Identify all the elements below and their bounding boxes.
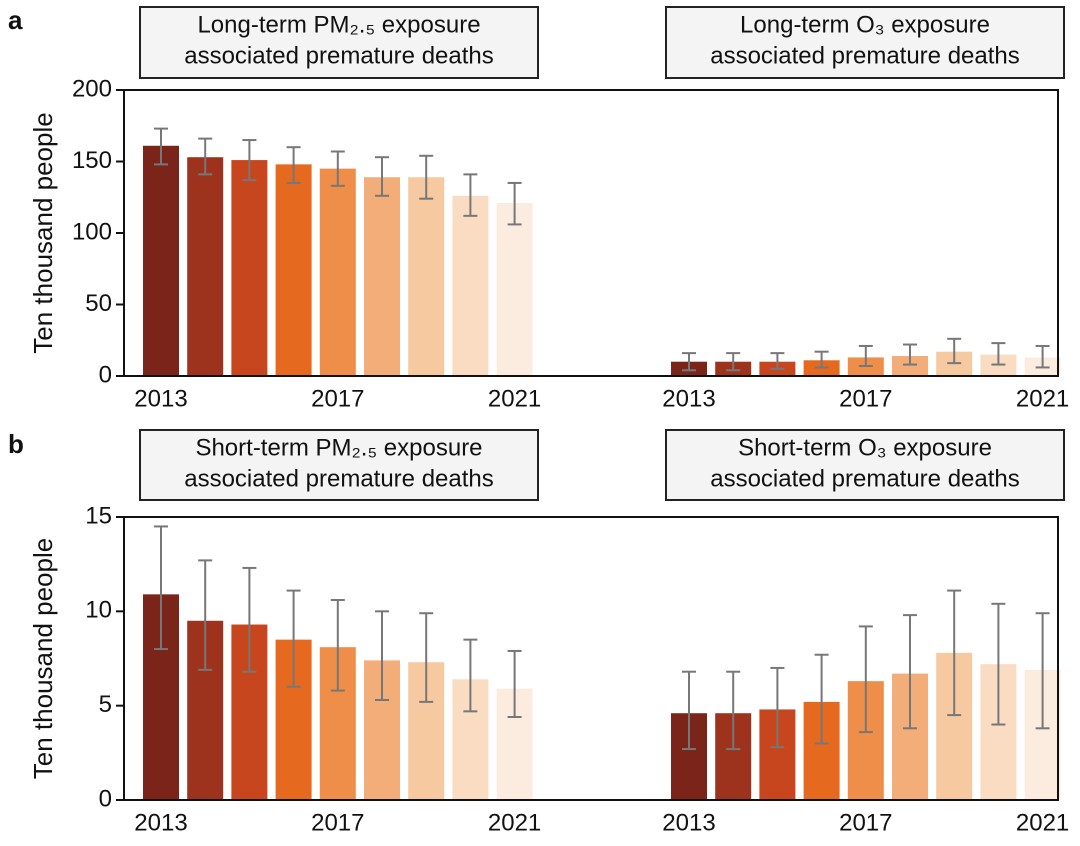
y-tick-label: 5 <box>99 691 112 718</box>
bar <box>496 202 533 376</box>
y-tick-label: 15 <box>85 502 112 529</box>
x-tick-label: 2017 <box>839 385 892 412</box>
group-title: Long-term PM₂.₅ exposure <box>197 11 480 38</box>
y-tick-label: 100 <box>72 218 112 245</box>
y-tick-label: 10 <box>85 597 112 624</box>
y-tick-label: 150 <box>72 147 112 174</box>
x-tick-label: 2013 <box>662 809 715 836</box>
y-tick-label: 50 <box>85 290 112 317</box>
axes-frame <box>123 89 1059 377</box>
panel-label: b <box>8 429 24 459</box>
title-box <box>139 6 539 79</box>
bar <box>187 157 224 376</box>
bar <box>364 177 400 376</box>
bar <box>892 355 928 376</box>
x-tick-label: 2013 <box>662 385 715 412</box>
x-tick-label: 2013 <box>134 809 187 836</box>
group-title: Short-term O₃ exposure <box>738 434 992 461</box>
x-tick-label: 2021 <box>1016 385 1069 412</box>
y-tick-label: 200 <box>72 75 112 102</box>
y-axis-label: Ten thousand people <box>28 538 58 779</box>
y-tick-label: 0 <box>99 785 112 812</box>
bar <box>275 164 312 376</box>
group-title: associated premature deaths <box>184 42 494 69</box>
group-title: Long-term O₃ exposure <box>740 11 990 38</box>
group-title: associated premature deaths <box>710 42 1020 69</box>
x-tick-label: 2017 <box>311 809 364 836</box>
title-box <box>139 429 539 501</box>
bar <box>143 145 179 376</box>
bar <box>408 177 445 376</box>
x-tick-label: 2021 <box>1016 809 1069 836</box>
group-title: Short-term PM₂.₅ exposure <box>195 434 482 461</box>
bar <box>319 168 356 376</box>
bar <box>231 160 268 376</box>
y-tick-label: 0 <box>99 361 112 388</box>
group-title: associated premature deaths <box>710 465 1020 492</box>
x-tick-label: 2017 <box>839 809 892 836</box>
bar <box>452 195 489 376</box>
panel-label: a <box>8 5 23 35</box>
x-tick-label: 2013 <box>134 385 187 412</box>
axes-frame <box>123 516 1059 801</box>
title-box <box>665 6 1065 79</box>
x-tick-label: 2021 <box>488 385 541 412</box>
y-axis-label: Ten thousand people <box>28 112 58 353</box>
x-tick-label: 2021 <box>488 809 541 836</box>
title-box <box>665 429 1065 501</box>
x-tick-label: 2017 <box>311 385 364 412</box>
group-title: associated premature deaths <box>184 465 494 492</box>
